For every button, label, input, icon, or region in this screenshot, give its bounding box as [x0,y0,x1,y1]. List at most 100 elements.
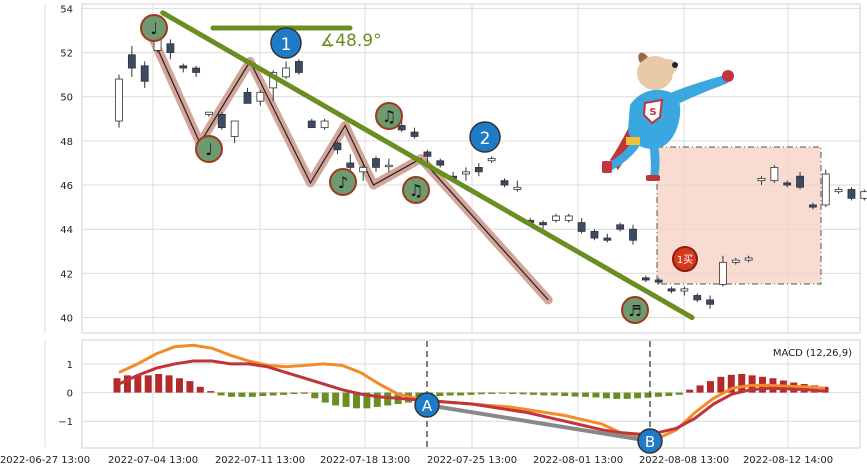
note-glyph: ♪ [338,173,348,192]
macd-histogram-bar [613,392,621,399]
x-tick-label: 2022-06-27 13:00 [0,455,90,466]
macd-histogram-bar [654,392,662,397]
macd-histogram-bar [467,392,475,395]
macd-histogram-bar [123,375,131,393]
macd-histogram-bar [592,392,600,398]
wave-note-bubble: ♩ [140,14,168,42]
macd-histogram-bar [623,392,631,399]
macd-histogram-bar [717,376,725,393]
macd-histogram-bar [207,391,215,393]
macd-histogram-bar [186,381,194,393]
x-tick-label: 2022-07-11 13:00 [215,455,305,466]
divergence-label: A [422,397,433,415]
candle-body [680,288,689,292]
macd-histogram-bar [332,392,340,406]
svg-text:S: S [649,107,656,118]
y-tick-label: 48 [60,137,73,148]
macd-histogram-bar [238,392,246,397]
candles [115,23,867,309]
macd-histogram-bar [509,392,517,394]
candle-body [719,261,727,285]
macd-histogram-bar [446,392,454,396]
macd-histogram-bar [300,392,308,394]
wave-note-bubble: ♪ [329,168,357,196]
x-tick-label: 2022-08-12 14:00 [743,455,833,466]
candle-body [115,78,123,122]
x-tick-label: 2022-07-25 13:00 [427,455,517,466]
macd-histogram-bar [644,392,652,398]
candle-body [397,125,406,131]
wave-number-label: 2 [480,129,491,149]
macd-histogram-bar [540,392,548,396]
macd-histogram-bar [363,392,371,409]
candle-body [757,178,766,182]
buy-signal-marker: 1买 [672,246,698,272]
candle-body [616,224,625,230]
wave-number-bubble-1: 1 [270,27,302,59]
y-tick-label: 1 [67,360,73,371]
candle-body [783,182,792,186]
candle-body [333,142,342,151]
macd-histogram-bar [665,392,673,397]
candle-body [809,204,817,208]
candle-body [384,164,393,168]
candle-body [641,277,650,281]
macd-histogram-bar [165,375,173,393]
macd-histogram-bar [436,392,444,397]
candle-body [706,299,714,305]
note-glyph: ♬ [628,302,641,320]
candle-body [127,54,136,69]
candle-body [294,61,303,73]
macd-histogram-bar [342,392,350,407]
wave-note-bubble: ♬ [621,296,649,324]
macd-histogram-bar [519,392,527,395]
macd-histogram-bar [706,381,714,393]
macd-histogram-bar [175,378,183,393]
candle-body [770,166,779,182]
macd-histogram-bar [248,392,256,397]
macd-histogram-bar [373,392,381,407]
macd-histogram-bar [311,392,319,399]
macd-histogram-bar [582,392,590,397]
macd-histogram-bar [321,392,329,403]
candle-body [320,120,329,129]
candle-body [423,151,432,157]
wave-number-label: 1 [281,35,292,55]
divergence-label: B [645,433,655,451]
candle-body [654,279,663,283]
candle-body [256,91,265,102]
y-tick-label: 42 [60,269,73,280]
macd-histogram-bar [529,392,537,395]
note-glyph: ♩ [150,19,158,38]
candle-body [500,180,509,186]
candle-body [192,67,201,73]
y-tick-label: 50 [60,93,73,104]
trend-line [160,10,695,321]
y-tick-label: 0 [67,389,73,400]
candle-body [474,166,483,173]
macd-histogram-bar [155,373,163,393]
candle-body [282,67,290,78]
candle-body [847,189,856,199]
divergence-point-b: B [637,428,663,454]
macd-histogram-bar [113,378,121,393]
macd-histogram-bar [457,392,465,396]
x-axis-ticks: 2022-06-27 13:00 2022-07-04 13:00 2022-07-… [0,455,833,466]
macd-histogram-bar [727,374,735,393]
macd-histogram-bar [498,392,506,394]
candle-body [487,158,496,162]
superhero-dog-illustration: S [602,52,734,181]
signal-line [118,359,826,436]
wave-note-bubble: ♫ [375,102,403,130]
angle-label: ∡48.9° [320,31,382,51]
candle-body [693,295,702,301]
note-glyph: ♩ [205,140,213,159]
macd-histogram-bar [550,392,558,396]
candle-body [731,259,740,263]
x-tick-label: 2022-07-18 13:00 [320,455,410,466]
y-tick-label: 40 [60,314,73,325]
macd-histogram-bar [602,392,610,399]
candle-body [821,173,830,206]
candle-body [539,222,547,226]
